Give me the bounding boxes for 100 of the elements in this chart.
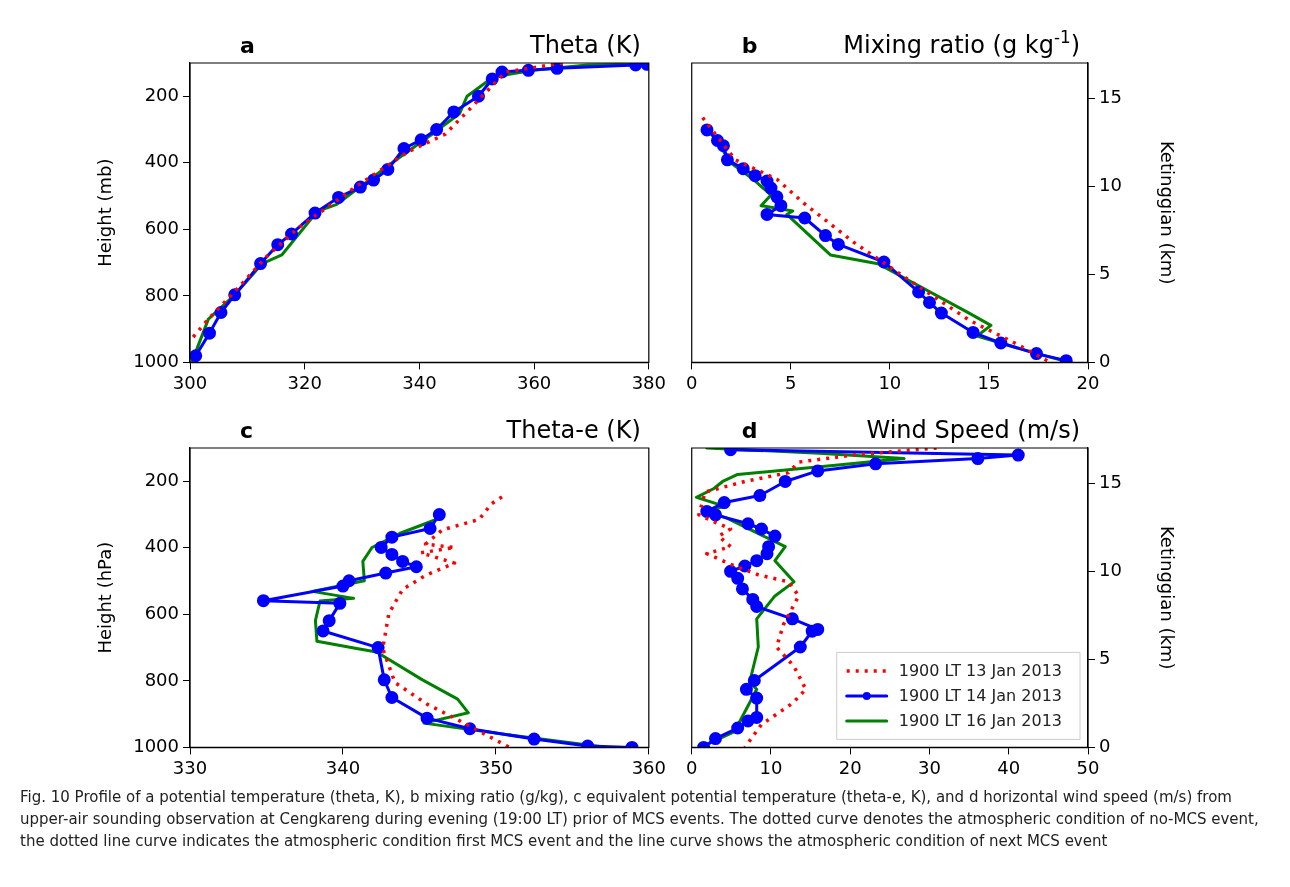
point — [709, 732, 722, 746]
y2-tick-label: 5 — [1099, 262, 1111, 284]
point — [768, 529, 782, 543]
x-tick-label: 50 — [1076, 756, 1100, 778]
x-tick-label: 360 — [516, 371, 552, 393]
point — [731, 721, 745, 735]
text: d — [741, 418, 758, 443]
point — [700, 123, 714, 137]
point — [397, 142, 411, 155]
point — [423, 522, 437, 536]
point — [869, 457, 883, 471]
y-tick-label: 1000 — [133, 350, 179, 372]
point — [379, 566, 393, 580]
caption: Fig. 10 Profile of a potential temperature (theta, K), b mixing ratio (g/kg), c equivalent potential temperature (theta-e, K), and d horizontal wind speed (m/s) from upper-air sounding observation at Cengkareng during evening (19:00 LT) prior of MCS events. The dotted curve denotes the atmospheric condition of no-MCS event, the dotted line curve indicates the atmospheric condition first MCS event and the line curve shows the atmospheric condition of next MCS event — [20, 787, 1260, 852]
point — [741, 517, 755, 531]
point — [1011, 448, 1025, 462]
point — [831, 237, 845, 251]
x-tick-label: 15 — [977, 371, 1001, 393]
point — [778, 474, 792, 488]
point — [720, 153, 734, 167]
x-tick-label: 40 — [997, 756, 1021, 778]
point — [934, 306, 948, 320]
point — [228, 288, 242, 302]
text: c — [240, 418, 254, 443]
point — [322, 614, 336, 628]
point — [754, 522, 768, 536]
y-tick-label: 1000 — [133, 735, 179, 757]
x-tick-label: 20 — [1076, 371, 1100, 393]
x-tick-label: 10 — [759, 756, 783, 778]
y-tick-label: 800 — [144, 668, 179, 690]
y-axis-title: Height (hPa) — [94, 541, 116, 654]
y2-axis-title: Ketinggian (km) — [1156, 140, 1178, 285]
y2-tick-label: 10 — [1099, 173, 1122, 195]
point — [420, 711, 434, 725]
x-tick-label: 5 — [785, 371, 797, 393]
x-tick-label: 340 — [402, 371, 437, 393]
y2-axis-title: Ketinggian (km) — [1156, 525, 1178, 670]
point — [966, 325, 980, 339]
point — [527, 732, 541, 746]
y-tick-label: 600 — [144, 217, 179, 239]
point — [750, 554, 764, 568]
point — [485, 72, 499, 86]
point — [731, 571, 745, 585]
point — [818, 229, 832, 243]
point — [750, 600, 764, 614]
x-tick-label: 330 — [172, 756, 208, 778]
chart-title: Wind Speed (m/s) — [866, 416, 1081, 444]
point — [409, 560, 423, 574]
point — [374, 540, 388, 554]
y-tick-label: 200 — [144, 83, 179, 105]
point — [550, 63, 564, 75]
x-tick-label: 10 — [878, 371, 902, 393]
point — [805, 624, 819, 638]
point — [785, 612, 799, 626]
point — [709, 508, 722, 522]
point — [912, 285, 926, 299]
point — [256, 594, 270, 608]
point — [432, 508, 446, 522]
point — [203, 326, 216, 340]
point — [811, 464, 825, 478]
chart-title: Theta-e (K) — [505, 416, 641, 444]
point — [747, 673, 761, 687]
point — [717, 496, 731, 510]
y-tick-label: 400 — [144, 535, 179, 557]
text: a — [240, 33, 255, 58]
point — [736, 162, 750, 176]
point — [750, 691, 764, 705]
point — [336, 579, 350, 593]
point — [316, 624, 330, 638]
point — [793, 640, 807, 654]
x-tick-label: 0 — [686, 371, 698, 393]
point — [760, 547, 774, 561]
point — [447, 105, 461, 119]
y2-tick-label: 0 — [1099, 350, 1111, 372]
x-tick-label: 320 — [287, 371, 322, 393]
point — [798, 211, 812, 225]
x-tick-label: 360 — [631, 756, 666, 778]
point — [414, 133, 428, 147]
point — [214, 306, 228, 319]
y-tick-label: 400 — [144, 150, 179, 172]
point — [377, 673, 391, 687]
text: b — [741, 33, 758, 58]
x-tick-label: 340 — [325, 756, 361, 778]
point — [735, 582, 749, 596]
x-tick-label: 300 — [172, 371, 208, 393]
y-tick-label: 200 — [144, 468, 179, 490]
point — [741, 714, 755, 728]
y-tick-label: 600 — [144, 602, 179, 624]
point — [774, 199, 788, 213]
point — [385, 547, 399, 561]
point — [333, 596, 347, 610]
legend-label: 1900 LT 14 Jan 2013 — [898, 686, 1063, 706]
point — [385, 530, 399, 544]
point — [760, 207, 774, 221]
x-tick-label: 0 — [686, 756, 698, 778]
point — [381, 162, 395, 176]
point — [396, 554, 410, 568]
y2-tick-label: 15 — [1099, 85, 1122, 107]
point — [739, 682, 753, 696]
x-tick-label: 350 — [478, 756, 514, 778]
